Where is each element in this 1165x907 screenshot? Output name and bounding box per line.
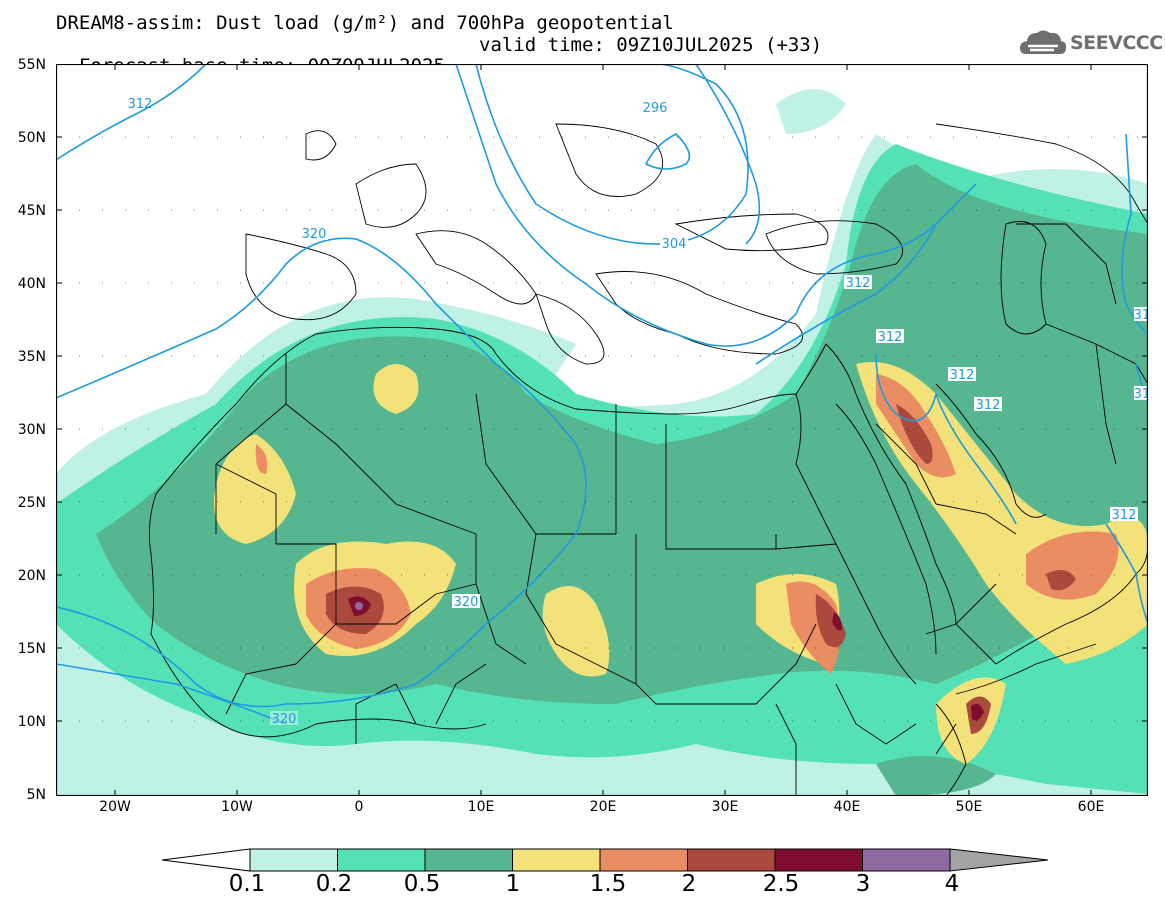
colorbar-label: 0.1 [228, 871, 266, 897]
contour-label: 296 [641, 100, 669, 116]
svg-text:320: 320 [272, 712, 297, 727]
colorbar-label: 2.5 [762, 871, 800, 897]
dust-peak-3 [355, 602, 363, 610]
coastlines [148, 123, 1148, 796]
svg-text:296: 296 [643, 101, 668, 116]
contour-label: 312 [876, 329, 904, 345]
contour-label: 312 [1134, 386, 1148, 402]
colorbar-label: 0.5 [403, 871, 441, 897]
contour-label: 320 [270, 711, 298, 727]
colorbar-swatch [337, 848, 426, 872]
contour-label: 304 [660, 236, 688, 252]
svg-text:320: 320 [454, 595, 479, 610]
colorbar-label: 4 [944, 871, 960, 897]
colorbar-over-arrow [949, 848, 1049, 872]
contour-label: 312 [128, 97, 153, 112]
colorbar [161, 848, 1049, 872]
lat-label: 45N [17, 203, 46, 219]
lon-label: 20E [589, 799, 617, 815]
colorbar-swatch [687, 848, 776, 872]
svg-text:312: 312 [878, 330, 903, 345]
lon-label: 40E [833, 799, 861, 815]
lat-label: 40N [17, 276, 46, 292]
lat-label: 15N [17, 641, 46, 657]
contour-label: 312 [844, 275, 872, 291]
colorbar-swatch [249, 848, 338, 872]
contour-label: 312 [974, 397, 1002, 413]
logo-text: SEEVCCC [1070, 32, 1163, 54]
lon-label: 30E [711, 799, 739, 815]
lat-label: 35N [17, 349, 46, 365]
svg-text:312: 312 [128, 97, 153, 112]
contour-label: 312 [1134, 307, 1148, 323]
geopotential-contours [56, 64, 1148, 725]
svg-text:312: 312 [1134, 387, 1148, 402]
colorbar-label: 2 [681, 871, 697, 897]
contour-label: 320 [300, 226, 328, 242]
svg-text:312: 312 [976, 398, 1001, 413]
lat-label: 20N [17, 568, 46, 584]
colorbar-label: 1 [505, 871, 521, 897]
lon-label: 20W [99, 799, 131, 815]
lat-label: 30N [17, 422, 46, 438]
contour-label: 312 [948, 367, 976, 383]
svg-text:304: 304 [662, 237, 687, 252]
lat-label: 25N [17, 495, 46, 511]
svg-text:312: 312 [950, 368, 975, 383]
colorbar-label: 0.2 [315, 871, 353, 897]
colorbar-swatch [512, 848, 601, 872]
colorbar-under-arrow [161, 848, 251, 872]
contour-label: 312 [1110, 507, 1138, 523]
svg-text:312: 312 [1112, 508, 1137, 523]
contour-label: 320 [452, 594, 480, 610]
colorbar-swatch [862, 848, 951, 872]
dust-load-map: 312 296 320 304 312 312 312 312 320 320 … [56, 64, 1148, 796]
lon-label: 10E [467, 799, 495, 815]
svg-text:312: 312 [1134, 308, 1148, 323]
colorbar-label: 3 [855, 871, 871, 897]
valid-time: valid time: 09Z10JUL2025 (+33) [479, 34, 823, 56]
lat-label: 10N [17, 714, 46, 730]
dust-band-1 [214, 434, 296, 544]
seevccc-logo: SEEVCCC [1018, 26, 1163, 60]
colorbar-label: 1.5 [589, 871, 627, 897]
axis-ticks [56, 64, 1148, 796]
svg-text:320: 320 [302, 227, 327, 242]
cloud-logo-icon [1020, 30, 1067, 54]
lon-label: 50E [955, 799, 983, 815]
colorbar-swatch [424, 848, 513, 872]
colorbar-swatch [774, 848, 863, 872]
colorbar-swatch [599, 848, 688, 872]
lat-label: 55N [17, 57, 46, 73]
lon-label: 10W [221, 799, 253, 815]
map-frame [56, 64, 1148, 796]
contour-labels: 312 296 320 304 312 312 312 312 320 320 … [128, 97, 1148, 727]
lat-label: 50N [17, 130, 46, 146]
svg-text:312: 312 [846, 276, 871, 291]
lat-label: 5N [26, 787, 46, 803]
lon-label: 0 [354, 799, 364, 815]
lon-label: 60E [1077, 799, 1105, 815]
chart-title: DREAM8-assim: Dust load (g/m²) and 700hP… [56, 12, 674, 34]
